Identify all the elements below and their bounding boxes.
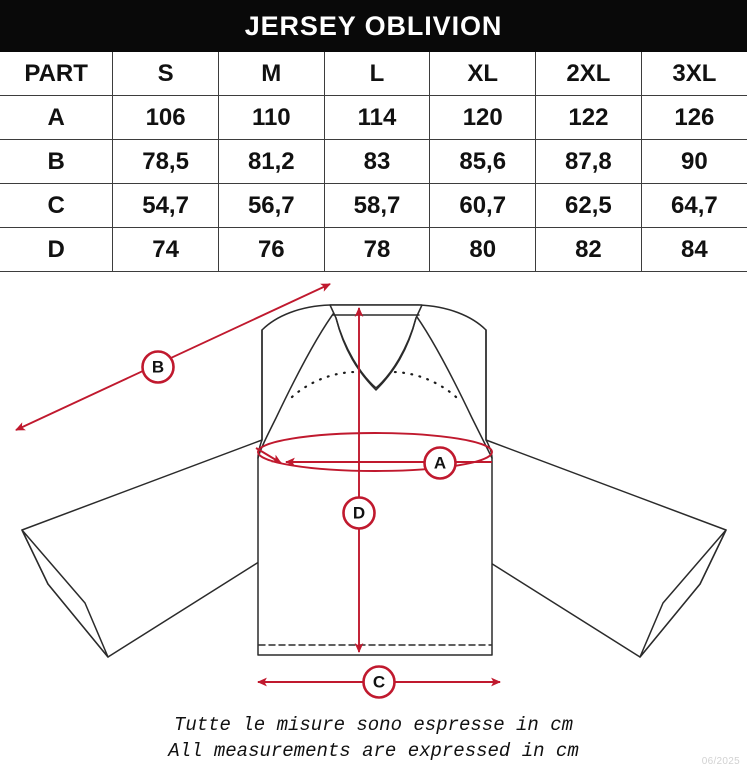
table-row: C 54,7 56,7 58,7 60,7 62,5 64,7	[0, 183, 747, 228]
column-header-3xl: 3XL	[640, 52, 747, 96]
cell-d-l: 78	[323, 227, 431, 272]
neck-opening	[335, 317, 417, 391]
left-cuff	[21, 529, 109, 658]
cell-c-s: 54,7	[112, 183, 219, 228]
cell-a-xl: 120	[429, 95, 537, 140]
measure-badge-a: A	[423, 446, 457, 480]
measure-badge-b: B	[141, 350, 175, 384]
left-sleeve	[21, 439, 263, 658]
right-cuff	[639, 529, 727, 658]
table-row: A 106 110 114 120 122 126	[0, 95, 747, 140]
measure-badge-b-text: B	[152, 358, 164, 377]
measurement-labels: B A D C	[141, 350, 457, 699]
cell-c-m: 56,7	[217, 183, 325, 228]
column-header-s: S	[112, 52, 219, 96]
column-header-part: PART	[0, 52, 114, 96]
cell-b-xl: 85,6	[429, 139, 537, 184]
garment-diagram: B A D C	[0, 272, 747, 712]
cell-b-l: 83	[323, 139, 431, 184]
measure-badge-a-text: A	[434, 454, 446, 473]
jersey-technical-drawing: B A D C	[15, 283, 727, 699]
table-row: D 74 76 78 80 82 84	[0, 227, 747, 272]
cell-a-l: 114	[323, 95, 431, 140]
table-header-row: PART S M L XL 2XL 3XL	[0, 52, 747, 96]
note-english: All measurements are expressed in cm	[168, 740, 579, 762]
row-label-c: C	[0, 183, 114, 228]
cell-c-xl: 60,7	[429, 183, 537, 228]
note-italian: Tutte le misure sono espresse in cm	[173, 714, 574, 736]
measure-line-b	[15, 283, 331, 431]
cell-d-m: 76	[217, 227, 325, 272]
cell-a-s: 106	[112, 95, 219, 140]
row-label-b: B	[0, 139, 114, 184]
page-title: JERSEY OBLIVION	[244, 10, 503, 41]
cell-b-3xl: 90	[640, 139, 747, 184]
column-header-l: L	[323, 52, 431, 96]
cell-b-2xl: 87,8	[535, 139, 642, 184]
size-table: PART S M L XL 2XL 3XL A 106 110 114 120 …	[0, 52, 747, 272]
cell-a-m: 110	[217, 95, 325, 140]
cell-d-xl: 80	[429, 227, 537, 272]
row-label-a: A	[0, 95, 114, 140]
cell-c-3xl: 64,7	[640, 183, 747, 228]
measure-badge-d: D	[342, 496, 376, 530]
column-header-xl: XL	[429, 52, 537, 96]
column-header-2xl: 2XL	[535, 52, 642, 96]
cell-c-l: 58,7	[323, 183, 431, 228]
garment-outline	[21, 304, 727, 658]
cell-d-3xl: 84	[640, 227, 747, 272]
cell-d-s: 74	[112, 227, 219, 272]
cell-b-m: 81,2	[217, 139, 325, 184]
measure-badge-c: C	[362, 665, 396, 699]
measure-ellipse-a	[257, 432, 493, 472]
cell-c-2xl: 62,5	[535, 183, 642, 228]
cell-b-s: 78,5	[112, 139, 219, 184]
measure-arrow-a-armpit	[255, 447, 282, 464]
cell-a-2xl: 122	[535, 95, 642, 140]
measure-badge-d-text: D	[353, 504, 365, 523]
date-watermark: 06/2025	[701, 756, 740, 767]
cell-d-2xl: 82	[535, 227, 642, 272]
column-header-m: M	[217, 52, 325, 96]
footer-notes: Tutte le misure sono espresse in cm All …	[0, 712, 747, 764]
right-sleeve	[485, 439, 727, 658]
cell-a-3xl: 126	[640, 95, 747, 140]
measure-badge-c-text: C	[373, 673, 385, 692]
row-label-d: D	[0, 227, 114, 272]
table-row: B 78,5 81,2 83 85,6 87,8 90	[0, 139, 747, 184]
title-banner: JERSEY OBLIVION	[0, 0, 747, 52]
